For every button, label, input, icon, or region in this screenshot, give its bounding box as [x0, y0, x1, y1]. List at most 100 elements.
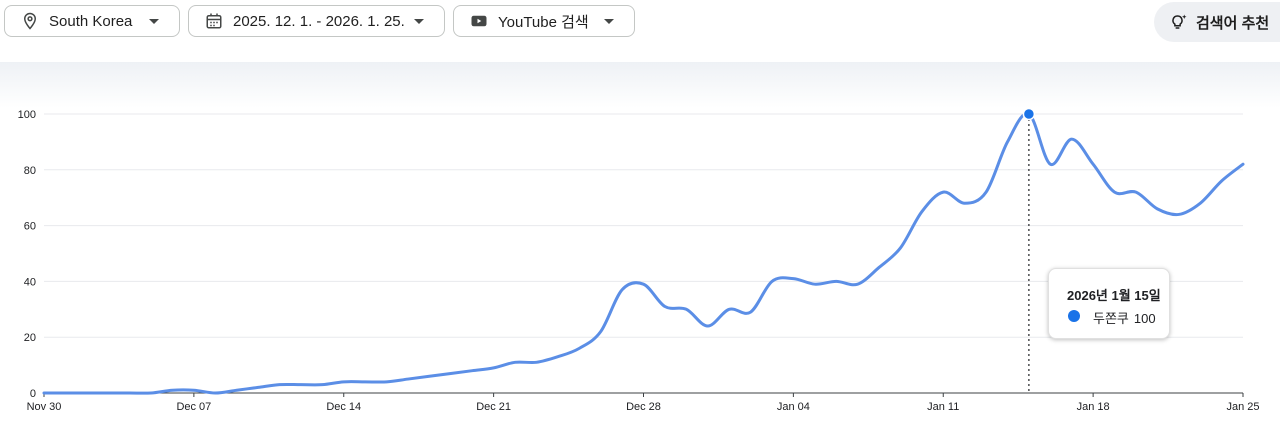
grid-lines [44, 113, 1243, 338]
search-source-label: YouTube 검색 [498, 13, 589, 31]
data-point[interactable] [962, 200, 968, 206]
series-layer [41, 112, 1246, 396]
data-point[interactable] [641, 281, 647, 287]
x-tick-label: Jan 11 [927, 401, 959, 413]
date-range-dropdown[interactable]: 2025. 12. 1. - 2026. 1. 25. [188, 5, 445, 37]
tooltip-date: 2026년 1월 15일 [1067, 288, 1161, 303]
data-point[interactable] [512, 359, 518, 365]
x-tick-label: Jan 25 [1226, 401, 1259, 413]
data-point[interactable] [1197, 200, 1203, 206]
data-point[interactable] [148, 390, 154, 396]
data-point[interactable] [919, 209, 925, 215]
data-point[interactable] [448, 370, 454, 376]
lightbulb-sparkle-icon [1170, 13, 1188, 31]
data-point[interactable] [362, 379, 368, 385]
data-point[interactable] [1090, 161, 1096, 167]
data-point[interactable] [341, 379, 347, 385]
data-point[interactable] [940, 189, 946, 195]
data-point[interactable] [983, 189, 989, 195]
data-point[interactable] [1154, 206, 1160, 212]
location-pin-icon [21, 12, 39, 30]
y-tick-label: 40 [24, 276, 36, 288]
data-point[interactable] [833, 278, 839, 284]
chevron-down-icon [414, 19, 424, 24]
tooltip-series: 두쫀쿠 100 [1093, 308, 1156, 327]
data-point[interactable] [1047, 161, 1053, 167]
data-point[interactable] [212, 390, 218, 396]
hover-point [1022, 107, 1036, 121]
chart-header-band [0, 62, 1280, 108]
data-point[interactable] [1176, 211, 1182, 217]
data-point[interactable] [234, 387, 240, 393]
data-point[interactable] [662, 304, 668, 310]
tooltip-series-name: 두쫀쿠 [1093, 311, 1129, 326]
chart-tooltip: 2026년 1월 15일 두쫀쿠 100 [1048, 268, 1170, 339]
data-point[interactable] [127, 390, 133, 396]
date-range-label: 2025. 12. 1. - 2026. 1. 25. [233, 12, 405, 30]
youtube-icon [470, 12, 488, 30]
suggest-keywords-button[interactable]: 검색어 추천 [1154, 2, 1280, 42]
data-point[interactable] [191, 387, 197, 393]
x-tick-label: Dec 07 [176, 401, 211, 413]
data-point[interactable] [619, 287, 625, 293]
data-point[interactable] [683, 306, 689, 312]
data-point[interactable] [897, 245, 903, 251]
data-point[interactable] [105, 390, 111, 396]
region-dropdown[interactable]: South Korea [4, 5, 180, 37]
data-point[interactable] [1219, 178, 1225, 184]
data-point[interactable] [748, 309, 754, 315]
data-point[interactable] [41, 390, 47, 396]
data-point[interactable] [1069, 136, 1075, 142]
tooltip-series-dot [1068, 310, 1080, 322]
y-tick-label: 0 [30, 388, 36, 400]
data-point[interactable] [598, 329, 604, 335]
filter-bar: South Korea 2025. 12. 1. - 2026. 1. 25. … [0, 0, 1280, 62]
hover-marker [1022, 107, 1036, 393]
data-point[interactable] [1004, 139, 1010, 145]
region-label: South Korea [49, 12, 133, 30]
data-point[interactable] [1133, 189, 1139, 195]
data-point[interactable] [405, 376, 411, 382]
x-tick-label: Dec 28 [626, 401, 661, 413]
data-point[interactable] [726, 306, 732, 312]
data-point[interactable] [1112, 189, 1118, 195]
x-tick-label: Dec 14 [326, 401, 361, 413]
x-tick-label: Dec 21 [476, 401, 511, 413]
data-point[interactable] [277, 382, 283, 388]
data-point[interactable] [555, 354, 561, 360]
search-source-dropdown[interactable]: YouTube 검색 [453, 5, 635, 37]
data-point[interactable] [169, 387, 175, 393]
suggest-keywords-label: 검색어 추천 [1196, 14, 1270, 32]
x-tick-label: Jan 04 [777, 401, 810, 413]
y-tick-label: 80 [24, 165, 36, 177]
data-point[interactable] [426, 373, 432, 379]
y-tick-label: 100 [18, 109, 36, 121]
x-tick-label: Nov 30 [27, 401, 62, 413]
data-point[interactable] [319, 382, 325, 388]
data-point[interactable] [255, 384, 261, 390]
data-point[interactable] [769, 278, 775, 284]
data-point[interactable] [705, 323, 711, 329]
calendar-icon [205, 12, 223, 30]
data-point[interactable] [298, 382, 304, 388]
data-point[interactable] [84, 390, 90, 396]
chevron-down-icon [149, 19, 159, 24]
data-point[interactable] [533, 359, 539, 365]
data-point[interactable] [812, 281, 818, 287]
data-point[interactable] [62, 390, 68, 396]
x-tick-label: Jan 18 [1077, 401, 1110, 413]
data-point[interactable] [576, 345, 582, 351]
data-point[interactable] [790, 276, 796, 282]
tooltip-value: 100 [1133, 311, 1156, 326]
data-point[interactable] [1240, 161, 1246, 167]
data-point[interactable] [384, 379, 390, 385]
data-point[interactable] [876, 264, 882, 270]
y-tick-label: 20 [24, 332, 36, 344]
series-line-0 [42, 112, 1245, 395]
data-point[interactable] [855, 281, 861, 287]
axes: 0 20 40 60 80 100 Nov 30 Dec 07 Dec 14 Dec 21 Dec … [18, 109, 1260, 413]
data-point[interactable] [469, 368, 475, 374]
data-point[interactable] [491, 365, 497, 371]
y-tick-label: 60 [24, 221, 36, 233]
